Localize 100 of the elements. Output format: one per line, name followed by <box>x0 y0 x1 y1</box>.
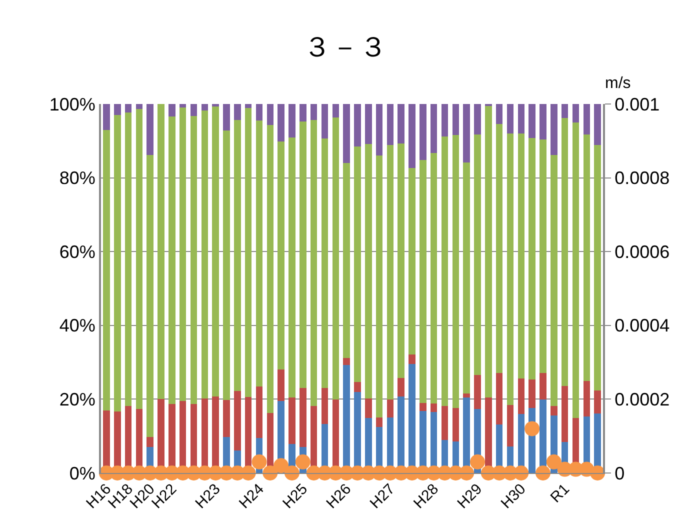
bar <box>430 153 438 404</box>
bar <box>124 112 132 406</box>
bar <box>114 104 121 116</box>
bar <box>485 106 492 398</box>
bar <box>364 398 372 418</box>
bar <box>343 358 350 365</box>
bar <box>594 390 601 414</box>
bar <box>594 104 601 145</box>
bar <box>364 144 372 398</box>
bar <box>201 104 208 111</box>
bar <box>244 108 252 397</box>
chart-title: ３－３ <box>303 31 387 62</box>
y-tick-label: 60% <box>59 242 96 262</box>
y2-tick-label: 0.0008 <box>614 168 670 188</box>
point <box>514 466 529 480</box>
bar <box>463 104 470 162</box>
bar <box>540 104 546 140</box>
bar <box>288 104 296 138</box>
bar <box>463 393 470 398</box>
bar <box>321 138 328 388</box>
bar <box>310 120 318 406</box>
bar <box>103 104 110 130</box>
bar <box>136 109 143 409</box>
bar <box>234 104 241 120</box>
bar <box>278 370 284 402</box>
bar <box>408 354 416 364</box>
bar <box>146 104 154 155</box>
x-tick-label: H24 <box>236 480 268 512</box>
bar <box>266 125 274 413</box>
point <box>252 454 267 470</box>
bar <box>332 104 340 118</box>
bar <box>474 134 481 376</box>
bar <box>343 104 350 164</box>
bar <box>332 117 340 400</box>
bar <box>506 405 514 446</box>
bar <box>506 104 514 134</box>
y2-tick-label: 0.0006 <box>614 242 670 262</box>
bar <box>158 104 164 399</box>
point <box>240 466 256 480</box>
bar <box>256 104 263 121</box>
x-tick-label: H28 <box>410 480 442 512</box>
bar <box>441 104 448 136</box>
bar <box>212 104 219 107</box>
bar <box>528 138 536 380</box>
bar <box>452 408 460 442</box>
bar <box>244 104 252 108</box>
y-tick-label: 20% <box>59 390 96 410</box>
bar <box>321 388 328 424</box>
bar <box>300 388 306 447</box>
y-tick-label: 0% <box>69 463 96 484</box>
bar <box>364 104 372 144</box>
bar <box>146 154 154 438</box>
bar <box>376 156 383 418</box>
bar <box>540 139 546 373</box>
bar <box>518 378 525 414</box>
bar <box>256 386 263 438</box>
bar <box>124 104 132 112</box>
bar <box>540 373 546 400</box>
bar <box>288 398 296 444</box>
bar <box>441 406 448 440</box>
bar <box>594 144 601 390</box>
y-tick-label: 80% <box>59 168 96 188</box>
point <box>274 458 289 474</box>
point <box>284 466 300 480</box>
bar <box>398 378 404 396</box>
bar <box>561 104 568 118</box>
bar <box>496 124 503 373</box>
point <box>459 466 474 480</box>
bar <box>179 107 186 402</box>
bar <box>528 104 536 138</box>
bar <box>408 168 416 355</box>
bar <box>201 110 208 398</box>
bar <box>583 381 590 417</box>
bar <box>452 104 460 135</box>
bar <box>300 104 306 122</box>
bar <box>223 104 230 131</box>
bar <box>136 104 143 110</box>
bar <box>550 104 558 155</box>
bar <box>496 104 503 124</box>
bar <box>278 142 284 370</box>
bar <box>146 437 154 448</box>
bar <box>398 104 404 144</box>
bar <box>561 386 568 442</box>
y-tick-label: 100% <box>49 94 96 114</box>
x-tick-label: H23 <box>192 480 224 512</box>
bar <box>103 130 110 411</box>
bar <box>321 104 328 138</box>
bar <box>518 104 525 134</box>
y2-tick-label: 0 <box>614 463 625 484</box>
bar <box>310 104 318 120</box>
bar <box>420 402 426 412</box>
bar <box>354 146 361 382</box>
bar <box>114 115 121 412</box>
bar <box>430 404 438 412</box>
bar <box>354 104 361 146</box>
point <box>524 421 540 436</box>
bar <box>506 134 514 406</box>
bar <box>386 144 394 400</box>
bar <box>408 104 416 168</box>
y-tick-label: 40% <box>59 316 96 336</box>
